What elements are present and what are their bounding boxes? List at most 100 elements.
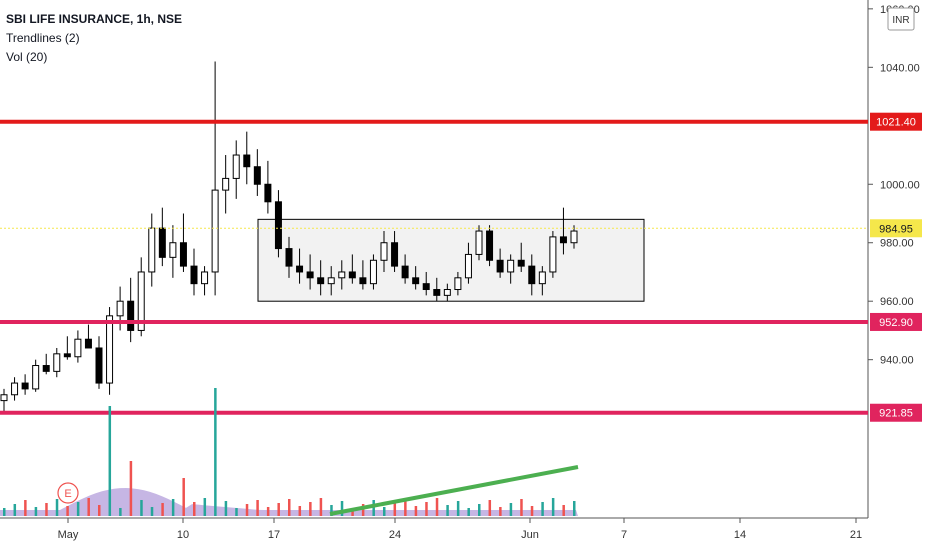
level-badge-1021.40 xyxy=(870,112,922,131)
volume-bar xyxy=(551,498,555,516)
time-tick-label: 14 xyxy=(734,529,746,541)
candle-body xyxy=(84,338,92,349)
volume-bar xyxy=(478,504,481,516)
candle-body xyxy=(317,277,325,285)
candle-body xyxy=(137,271,145,331)
candle-body xyxy=(443,289,451,296)
volume-bar xyxy=(66,506,69,516)
volume-bar xyxy=(298,506,302,516)
candle-body xyxy=(211,189,219,273)
candle-body xyxy=(190,265,198,285)
candle-body xyxy=(285,248,293,267)
volume-bar xyxy=(245,504,249,516)
volume-bar xyxy=(24,500,27,516)
volume-bar xyxy=(129,461,133,516)
time-tick-label: 24 xyxy=(389,529,401,541)
candle-body xyxy=(306,271,314,279)
volume-bar xyxy=(361,504,365,516)
candle-body xyxy=(0,394,8,402)
earnings-marker-label: E xyxy=(64,488,71,500)
candle-body xyxy=(570,230,578,244)
volume-bar xyxy=(383,507,386,516)
volume-bar xyxy=(435,498,439,516)
candle-body xyxy=(359,277,367,285)
candle-body xyxy=(95,347,103,384)
volume-bar xyxy=(171,499,175,516)
candle-body xyxy=(32,365,40,390)
level-label: 1021.40 xyxy=(876,117,916,129)
volume-bar xyxy=(119,508,122,516)
level-label: 952.90 xyxy=(879,317,913,329)
candle-body xyxy=(327,277,335,285)
level-label: 921.85 xyxy=(879,408,913,420)
volume-bar xyxy=(140,500,143,516)
candle-body xyxy=(243,154,251,168)
symbol-title[interactable]: SBI LIFE INSURANCE, 1h, NSE xyxy=(6,12,183,26)
volume-bar xyxy=(150,507,154,516)
time-tick-label: Jun xyxy=(521,529,539,541)
time-tick-label: 10 xyxy=(177,529,189,541)
volume-bar xyxy=(499,507,502,516)
candle-body xyxy=(507,259,515,273)
volume-bar xyxy=(277,503,280,516)
chart-legend: SBI LIFE INSURANCE, 1h, NSE Trendlines (… xyxy=(6,10,182,67)
volume-bar xyxy=(55,499,59,516)
volume-bar xyxy=(340,501,344,516)
candles xyxy=(0,61,578,413)
price-tick-label: 940.00 xyxy=(880,355,914,367)
time-tick-label: 17 xyxy=(268,529,280,541)
volume-bar xyxy=(520,499,523,516)
price-tick-label: 1000.00 xyxy=(880,179,920,191)
volume-bar xyxy=(256,500,259,516)
range-box xyxy=(257,218,645,302)
price-tick-label: 960.00 xyxy=(880,296,914,308)
volume-bar xyxy=(266,507,270,516)
indicator-volume[interactable]: Vol (20) xyxy=(6,50,48,64)
candle-body xyxy=(559,236,567,244)
candle-body xyxy=(528,265,536,285)
candle-body xyxy=(42,365,50,372)
candle-body xyxy=(538,271,546,285)
volume-bar xyxy=(288,499,291,516)
candle-body xyxy=(179,242,187,267)
volume-bar xyxy=(235,508,238,516)
volume-bar xyxy=(319,498,323,516)
volume-bar xyxy=(203,498,207,516)
volume-bar xyxy=(330,505,333,516)
candle-body xyxy=(232,154,240,179)
candle-body xyxy=(338,271,346,279)
volume-bar xyxy=(456,501,460,516)
indicator-trendlines[interactable]: Trendlines (2) xyxy=(6,31,80,45)
time-tick-label: 21 xyxy=(850,529,862,541)
volume-bar xyxy=(562,505,565,516)
candle-body xyxy=(391,242,399,267)
volume-bar xyxy=(425,502,428,516)
candle-body xyxy=(63,353,71,358)
currency-label: INR xyxy=(892,15,909,26)
candle-body xyxy=(127,300,135,331)
candle-body xyxy=(21,382,29,390)
candle-body xyxy=(412,277,420,285)
candle-body xyxy=(296,265,304,273)
time-tick-label: 7 xyxy=(621,529,627,541)
volume-bar xyxy=(541,502,544,516)
volume-bar xyxy=(488,500,492,516)
candle-body xyxy=(106,315,114,384)
candle-body xyxy=(401,265,409,279)
volume-trendline xyxy=(329,465,579,516)
level-badge-921.85 xyxy=(870,403,922,422)
volume-bar xyxy=(193,502,196,516)
volume-pane: E xyxy=(0,388,579,516)
volume-bar xyxy=(182,478,185,516)
candle-body xyxy=(549,236,557,273)
volume-bar xyxy=(45,503,48,516)
candle-body xyxy=(348,271,356,279)
volume-bar xyxy=(87,498,90,516)
volume-bar xyxy=(530,506,534,516)
volume-bar xyxy=(393,503,397,516)
candle-body xyxy=(433,289,441,296)
price-tick-label: 980.00 xyxy=(880,238,914,250)
volume-bar xyxy=(573,501,576,516)
